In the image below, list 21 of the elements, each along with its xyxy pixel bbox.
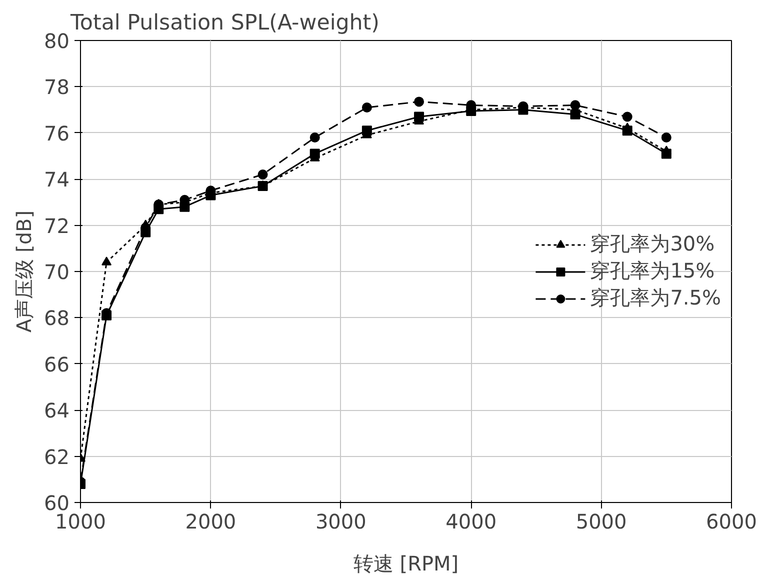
y-tick-label: 64	[44, 398, 70, 423]
legend-label: 穿孔率为30%	[590, 230, 715, 258]
y-tick-label: 66	[44, 352, 70, 376]
x-tick-label: 5000	[576, 510, 627, 534]
y-tick-label: 68	[44, 306, 70, 330]
x-tick-label: 6000	[706, 510, 757, 534]
y-axis-title: A声压级 [dB]	[12, 210, 36, 333]
y-tick-label: 72	[44, 214, 70, 238]
chart-title: Total Pulsation SPL(A-weight)	[70, 10, 380, 36]
x-tick-label: 4000	[446, 510, 497, 534]
y-tick-label: 78	[44, 75, 70, 100]
y-tick-label: 76	[44, 121, 70, 146]
x-tick-label: 3000	[315, 510, 366, 534]
y-tick-label: 74	[44, 168, 70, 192]
y-tick-label: 80	[44, 29, 70, 53]
legend-label: 穿孔率为15%	[590, 258, 715, 284]
y-tick-label: 70	[44, 260, 70, 284]
legend-label: 穿孔率为7.5%	[590, 284, 721, 312]
x-axis-title: 转速 [RPM]	[353, 552, 459, 576]
x-tick-label: 2000	[185, 510, 236, 534]
y-tick-label: 62	[44, 444, 70, 469]
